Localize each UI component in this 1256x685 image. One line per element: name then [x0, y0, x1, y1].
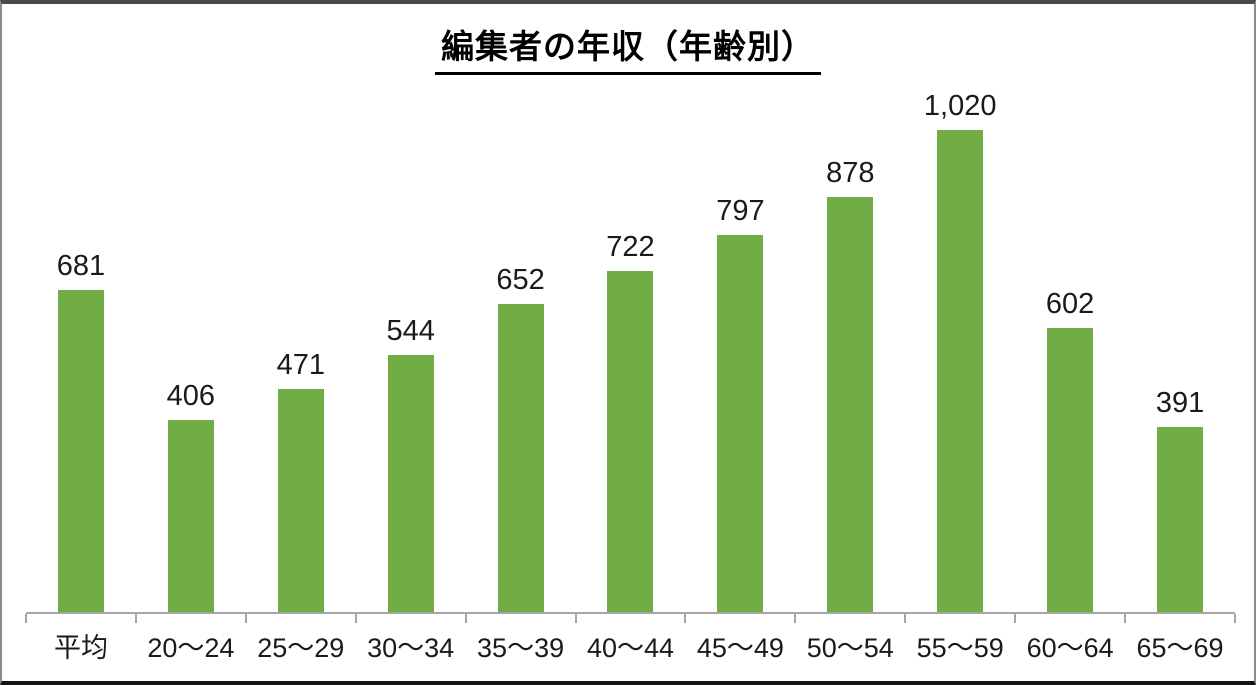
bar: [827, 197, 874, 612]
x-axis-tick: [684, 614, 687, 623]
bar-column-45〜49: 797: [685, 90, 795, 612]
bar: [1047, 328, 1094, 612]
bar-column-55〜59: 1,020: [905, 90, 1015, 612]
x-axis-category-label: 平均: [53, 633, 108, 663]
bar-value-label: 391: [1155, 387, 1205, 419]
x-axis-category-label: 55〜59: [916, 633, 1004, 663]
bar-column-50〜54: 878: [795, 90, 905, 612]
bar: [717, 235, 764, 612]
bar-value-label: 652: [496, 264, 545, 296]
bar-column-20〜24: 406: [136, 90, 246, 612]
x-axis-tick: [134, 614, 137, 623]
bar-value-label: 797: [716, 195, 765, 227]
x-axis-tick: [574, 614, 577, 623]
x-axis-tick: [1014, 614, 1017, 623]
bar-column-25〜29: 471: [246, 90, 356, 612]
x-axis-category-label: 65〜69: [1136, 633, 1224, 663]
bar-value-label: 878: [826, 157, 875, 189]
bar: [277, 389, 324, 612]
bar-value-label: 681: [56, 250, 106, 282]
x-axis-tick: [904, 614, 907, 623]
x-axis-tick: [354, 614, 357, 623]
x-axis-category-label: 50〜54: [806, 633, 894, 663]
x-axis-category-label: 35〜39: [477, 633, 565, 663]
x-axis-category-label: 40〜44: [586, 633, 675, 663]
x-axis-tick: [794, 614, 797, 623]
x-axis-tick: [25, 614, 27, 623]
bar-columns: 681 406 471 544 652 722 797 878 1,020 602 391: [26, 90, 1235, 612]
bar-value-label: 471: [276, 349, 325, 381]
chart-title: 編集者の年収（年齢別）: [2, 20, 1254, 75]
bar-column-30〜34: 544: [356, 90, 466, 612]
x-axis-tick: [244, 614, 247, 623]
x-axis-line: [25, 612, 1236, 623]
bar: [497, 304, 544, 612]
x-axis-category-label: 45〜49: [696, 633, 784, 663]
bar: [387, 355, 434, 612]
x-axis-tick: [1124, 614, 1127, 623]
bar-value-label: 722: [606, 231, 655, 263]
x-axis-tick: [1234, 614, 1236, 623]
x-axis-category-label: 20〜24: [147, 633, 235, 663]
bar-value-label: 544: [386, 315, 435, 347]
bar-value-label: 602: [1045, 288, 1095, 320]
plot-area: 681 406 471 544 652 722 797 878 1,020 602 391: [26, 90, 1235, 612]
bar-column-60〜64: 602: [1015, 90, 1125, 612]
bar: [937, 130, 984, 612]
x-axis-tick: [464, 614, 467, 623]
bar: [167, 420, 214, 612]
x-axis-labels: 平均 20〜24 25〜29 30〜34 35〜39 40〜44 45〜49 50〜54 55〜…: [26, 633, 1235, 664]
x-axis-category-label: 25〜29: [257, 633, 345, 663]
bar-value-label: 1,020: [923, 90, 997, 122]
bar-column-65〜69: 391: [1125, 90, 1235, 612]
bar-column-35〜39: 652: [466, 90, 576, 612]
bar: [1157, 427, 1204, 612]
chart-title-text: 編集者の年収（年齢別）: [435, 20, 821, 75]
x-axis-category-label: 30〜34: [367, 633, 455, 663]
x-axis-category-label: 60〜64: [1026, 633, 1114, 663]
bar: [57, 290, 104, 612]
bar-column-平均: 681: [26, 90, 136, 612]
bar: [607, 271, 654, 612]
bar-value-label: 406: [166, 380, 216, 412]
bar-column-40〜44: 722: [576, 90, 686, 612]
